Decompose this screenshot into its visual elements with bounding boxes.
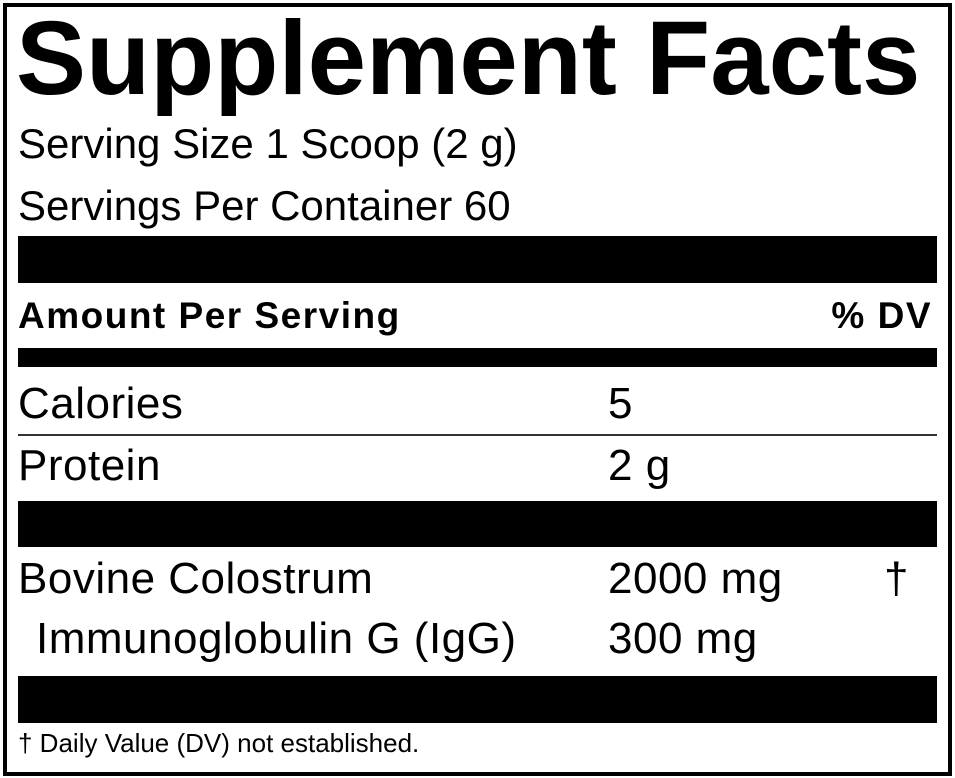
medium-divider [18,348,937,367]
thick-divider [18,236,937,283]
ingredient-name-igg: Immunoglobulin G (IgG) [36,614,517,663]
nutrient-name-protein: Protein [18,441,161,490]
nutrient-amount-calories: 5 [608,379,633,428]
thin-divider [18,434,937,436]
thick-divider [18,501,937,547]
thick-divider [18,676,937,723]
ingredient-amount-bovine-colostrum: 2000 mg [608,554,783,603]
nutrient-name-calories: Calories [18,379,184,428]
ingredient-dv-bovine-colostrum: † [884,554,909,603]
servings-per-container: Servings Per Container 60 [18,182,511,229]
dv-header: % DV [831,295,932,336]
footnote: † Daily Value (DV) not established. [18,728,420,758]
serving-size: Serving Size 1 Scoop (2 g) [18,120,518,167]
ingredient-amount-igg: 300 mg [608,614,758,663]
nutrient-amount-protein: 2 g [608,441,671,490]
label-border [3,3,952,776]
label-title: Supplement Facts [16,0,921,117]
ingredient-name-bovine-colostrum: Bovine Colostrum [18,554,374,603]
amount-per-serving-header: Amount Per Serving [18,295,401,336]
